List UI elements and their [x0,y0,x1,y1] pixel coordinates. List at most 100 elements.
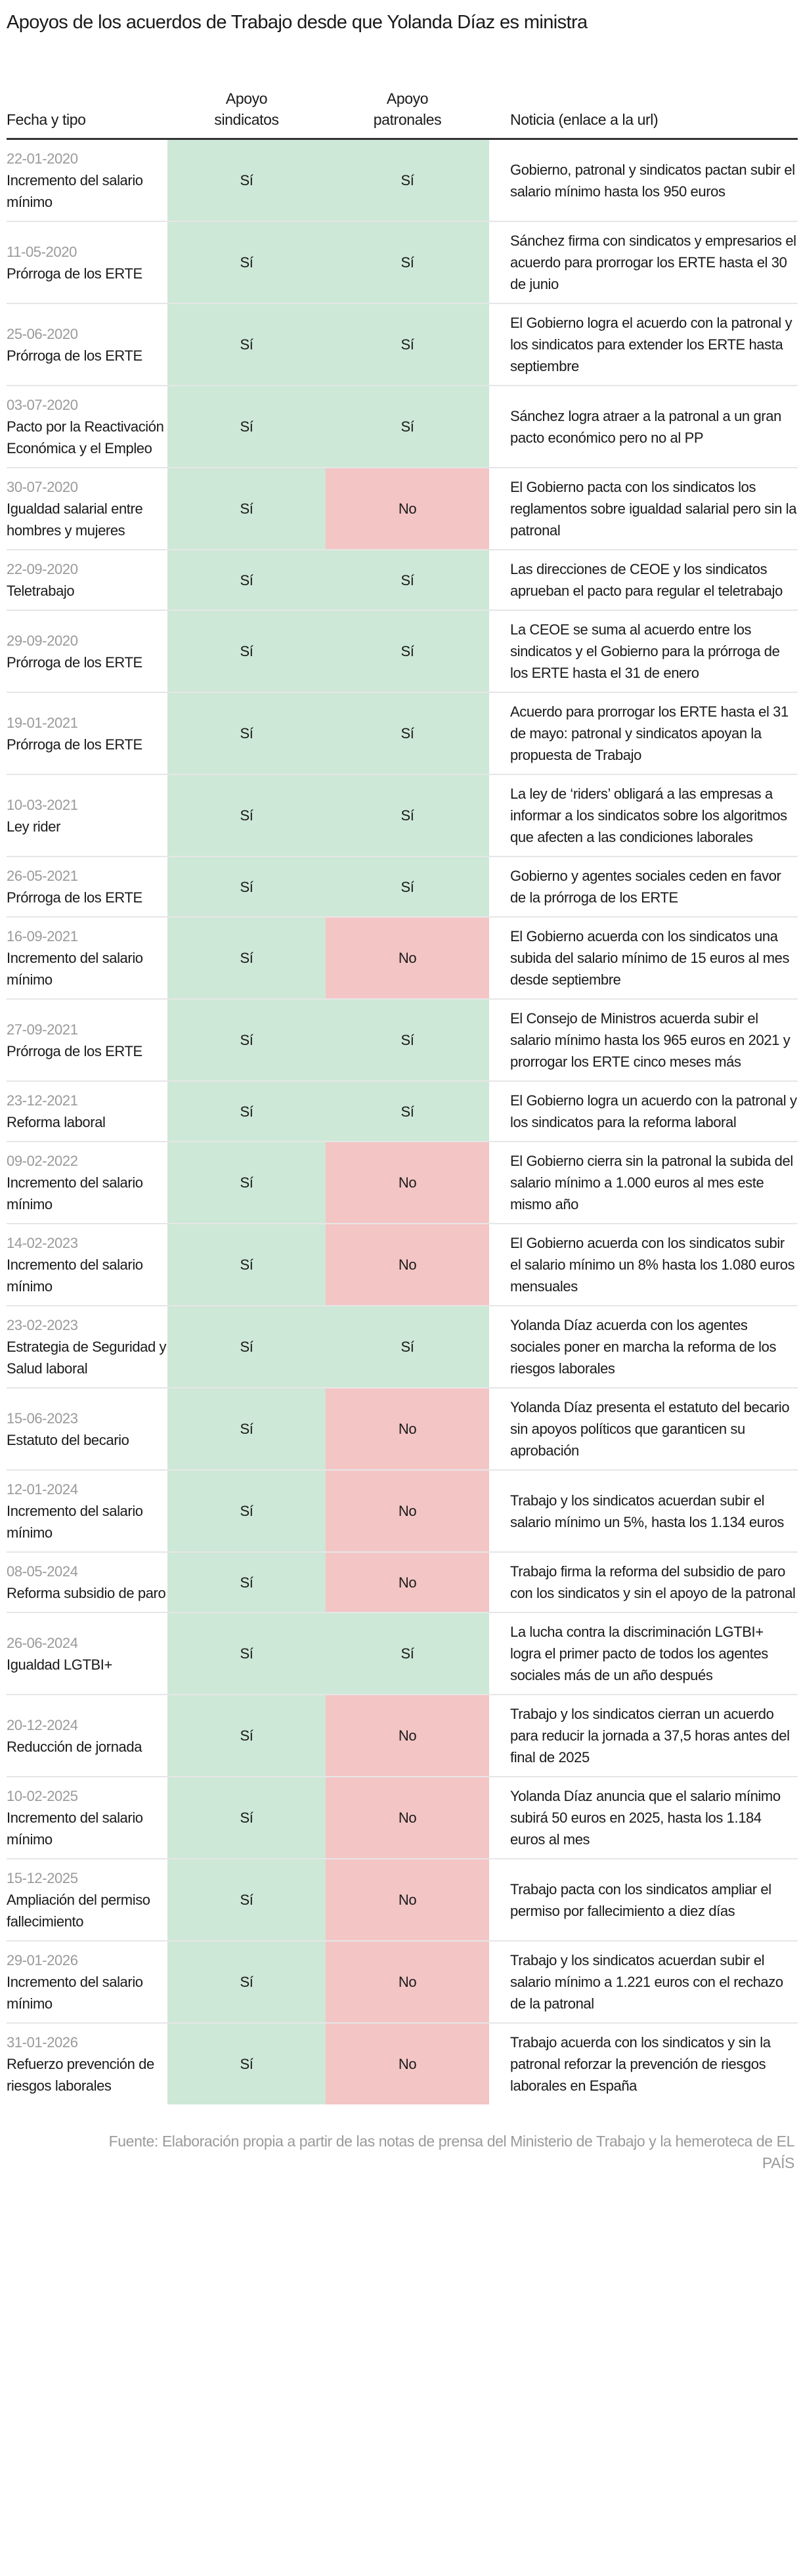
date-type-cell: 10-03-2021 Ley rider [7,774,167,857]
news-link[interactable]: El Gobierno logra un acuerdo con la patr… [489,1081,798,1142]
table-row: 25-06-2020 Prórroga de los ERTE Sí Sí El Gob… [7,303,798,386]
row-date: 23-12-2021 [7,1092,78,1109]
news-link[interactable]: Trabajo acuerda con los sindicatos y sin… [510,2034,771,2094]
news-link[interactable]: La ley de ‘riders’ obligará a las empres… [489,774,798,857]
apoyo-patronales-cell: No [326,1859,489,1942]
news-link[interactable]: Yolanda Díaz presenta el estatuto del be… [489,1388,798,1471]
table-row: 31-01-2026 Refuerzo prevención de riesgos… [7,2023,798,2104]
row-type: Reducción de jornada [7,1738,142,1755]
apoyo-patronales-cell: Sí [326,386,489,468]
news-link[interactable]: Trabajo y los sindicatos cierran un acue… [489,1695,798,1777]
table-row: 26-05-2021 Prórroga de los ERTE Sí Sí Gobier… [7,856,798,918]
table-row: 15-06-2023 Estatuto del becario Sí No Yoland… [7,1388,798,1471]
row-type: Incremento del salario mínimo [7,1256,143,1295]
news-link[interactable]: Sánchez logra atraer a la patronal a un … [489,386,798,468]
news-link[interactable]: El Gobierno pacta con los sindicatos los… [489,468,798,550]
news-link[interactable]: Gobierno, patronal y sindicatos pactan s… [489,139,798,222]
table-row: 08-05-2024 Reforma subsidio de paro Sí No Tr… [7,1552,798,1613]
row-type: Incremento del salario mínimo [7,1174,143,1212]
apoyo-sindicatos-cell: Sí [167,2023,326,2104]
news-link[interactable]: El Gobierno cierra sin la patronal la su… [489,1142,798,1224]
apoyo-sindicatos-cell: Sí [167,1224,326,1306]
date-type-cell: 16-09-2021 Incremento del salario mínimo [7,917,167,1000]
table-row: 26-06-2024 Igualdad LGTBI+ Sí Sí La lucha co… [7,1612,798,1695]
apoyo-patronales-cell: No [326,1470,489,1553]
news-link[interactable]: Sánchez firma con sindicatos y empresari… [489,221,798,304]
date-type-cell: 20-12-2024 Reducción de jornada [7,1695,167,1777]
row-date: 03-07-2020 [7,397,78,413]
header-fecha-tipo: Fecha y tipo [7,88,167,140]
row-date: 19-01-2021 [7,714,78,731]
row-date: 25-06-2020 [7,325,78,342]
news-link[interactable]: Trabajo pacta con los sindicatos ampliar… [489,1859,798,1942]
row-date: 15-06-2023 [7,1410,78,1427]
row-type: Teletrabajo [7,583,75,599]
header-apoyo-sindicatos: Apoyo sindicatos [167,88,326,140]
date-type-cell: 15-12-2025 Ampliación del permiso falleci… [7,1859,167,1942]
table-row: 03-07-2020 Pacto por la Reactivación Econ… [7,386,798,468]
news-link[interactable]: Trabajo y los sindicatos acuerdan subir … [489,1470,798,1553]
news-link[interactable]: Yolanda Díaz anuncia que el salario míni… [489,1777,798,1859]
row-type: Incremento del salario mínimo [7,950,143,988]
date-type-cell: 23-12-2021 Reforma laboral [7,1081,167,1142]
apoyo-patronales-cell: Sí [326,221,489,304]
news-link[interactable]: Yolanda Díaz acuerda con los agentes soc… [489,1306,798,1388]
news-link[interactable]: El Gobierno logra el acuerdo con la patr… [489,303,798,386]
row-date: 11-05-2020 [7,243,77,260]
apoyo-patronales-cell: Sí [326,856,489,918]
apoyo-sindicatos-cell: Sí [167,1552,326,1613]
news-link[interactable]: Gobierno y agentes sociales ceden en fav… [489,856,798,918]
row-date: 12-01-2024 [7,1481,78,1498]
apoyo-sindicatos-cell: Sí [167,1388,326,1471]
news-link[interactable]: La lucha contra la discriminación LGTBI+… [489,1612,798,1695]
date-type-cell: 15-06-2023 Estatuto del becario [7,1388,167,1471]
row-type: Prórroga de los ERTE [7,1042,142,1059]
table-row: 22-01-2020 Incremento del salario mínimo S… [7,139,798,222]
date-type-cell: 30-07-2020 Igualdad salarial entre hombre… [7,468,167,550]
apoyo-patronales-cell: No [326,1552,489,1613]
apoyo-patronales-cell: Sí [326,999,489,1082]
news-link[interactable]: El Gobierno acuerda con los sindicatos u… [489,917,798,1000]
apoyo-sindicatos-cell: Sí [167,1859,326,1942]
row-type: Refuerzo prevención de riesgos laborales [7,2056,154,2094]
apoyo-patronales-cell: Sí [326,610,489,693]
table-row: 19-01-2021 Prórroga de los ERTE Sí Sí Acuerd… [7,692,798,775]
apoyo-patronales-cell: No [326,1941,489,2024]
apoyo-sindicatos-cell: Sí [167,774,326,857]
row-type: Reforma laboral [7,1114,106,1130]
apoyo-patronales-cell: No [326,1388,489,1471]
row-type: Prórroga de los ERTE [7,347,142,364]
apoyo-sindicatos-cell: Sí [167,1941,326,2024]
row-date: 30-07-2020 [7,479,78,495]
date-type-cell: 12-01-2024 Incremento del salario mínimo [7,1470,167,1553]
apoyo-sindicatos-cell: Sí [167,1306,326,1388]
row-date: 16-09-2021 [7,928,78,944]
apoyo-patronales-cell: Sí [326,692,489,775]
apoyo-patronales-cell: Sí [326,774,489,857]
news-link[interactable]: Acuerdo para prorrogar los ERTE hasta el… [489,692,798,775]
table-row: 16-09-2021 Incremento del salario mínimo S… [7,917,798,1000]
table-row: 30-07-2020 Igualdad salarial entre hombre… [7,468,798,550]
apoyo-patronales-cell: No [326,2023,489,2104]
news-link[interactable]: El Gobierno acuerda con los sindicatos s… [489,1224,798,1306]
date-type-cell: 11-05-2020 Prórroga de los ERTE [7,221,167,304]
row-type: Incremento del salario mínimo [7,172,143,210]
row-date: 29-01-2026 [7,1952,78,1968]
row-type: Prórroga de los ERTE [7,889,142,906]
news-link[interactable]: El Consejo de Ministros acuerda subir el… [489,999,798,1082]
row-type: Igualdad LGTBI+ [7,1656,112,1673]
table-row: 20-12-2024 Reducción de jornada Sí No Trabaj… [7,1695,798,1777]
row-date: 26-06-2024 [7,1634,78,1651]
date-type-cell: 29-09-2020 Prórroga de los ERTE [7,610,167,693]
news-link[interactable]: Trabajo firma la reforma del subsidio de… [489,1552,798,1613]
apoyo-sindicatos-cell: Sí [167,550,326,611]
news-link[interactable]: La CEOE se suma al acuerdo entre los sin… [489,610,798,693]
date-type-cell: 09-02-2022 Incremento del salario mínimo [7,1142,167,1224]
news-link[interactable]: Las direcciones de CEOE y los sindicatos… [489,550,798,611]
apoyo-patronales-cell: No [326,1224,489,1306]
row-type: Prórroga de los ERTE [7,265,142,282]
date-type-cell: 08-05-2024 Reforma subsidio de paro [7,1552,167,1613]
news-link[interactable]: Trabajo y los sindicatos acuerdan subir … [489,1941,798,2024]
table-row: 09-02-2022 Incremento del salario mínimo S… [7,1142,798,1224]
apoyo-patronales-cell: Sí [326,1612,489,1695]
